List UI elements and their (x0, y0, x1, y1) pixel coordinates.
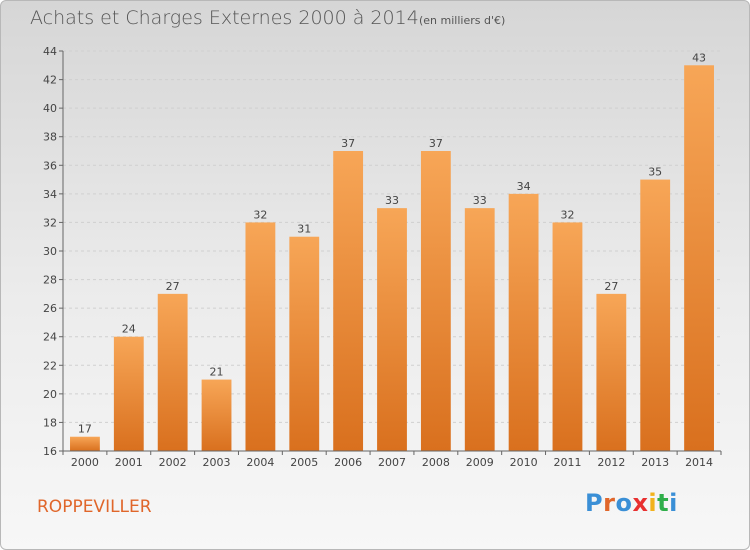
chart-title: Achats et Charges Externes 2000 à 2014 (30, 7, 419, 29)
bar-2004[interactable] (245, 222, 276, 451)
x-tick-label: 2006 (334, 456, 362, 469)
logo-letter: i (648, 489, 658, 517)
y-tick-label: 42 (43, 74, 57, 87)
value-label: 32 (253, 208, 267, 221)
y-tick-label: 40 (43, 102, 57, 115)
bar-2006[interactable] (333, 151, 364, 451)
bar-2002[interactable] (157, 293, 188, 451)
x-tick-label: 2004 (246, 456, 274, 469)
y-tick-label: 38 (43, 131, 57, 144)
value-label: 37 (429, 137, 443, 150)
y-tick-label: 28 (43, 274, 57, 287)
y-tick-label: 22 (43, 359, 57, 372)
y-tick-label: 32 (43, 216, 57, 229)
value-label: 34 (517, 180, 531, 193)
bar-2008[interactable] (420, 151, 451, 451)
bar-2000[interactable] (70, 436, 100, 451)
bar-2011[interactable] (552, 222, 583, 451)
value-label: 35 (648, 166, 662, 179)
town-name: ROPPEVILLER (37, 497, 152, 517)
x-tick-label: 2001 (115, 456, 143, 469)
x-tick-label: 2010 (510, 456, 538, 469)
bars (70, 65, 714, 452)
bar-2010[interactable] (508, 193, 539, 451)
logo-letter: r (603, 489, 616, 517)
bar-2013[interactable] (640, 179, 671, 452)
x-tick-label: 2011 (553, 456, 581, 469)
bar-2014[interactable] (684, 65, 714, 452)
y-tick-label: 34 (43, 188, 57, 201)
x-tick-label: 2012 (597, 456, 625, 469)
value-label: 27 (604, 280, 618, 293)
axes (59, 50, 722, 455)
x-tick-label: 2005 (290, 456, 318, 469)
bar-2007[interactable] (377, 208, 407, 451)
x-tick-label: 2007 (378, 456, 406, 469)
value-label: 31 (297, 223, 311, 236)
bar-2012[interactable] (596, 293, 627, 451)
value-label: 21 (210, 366, 224, 379)
logo-letter: t (657, 489, 670, 517)
value-label: 37 (341, 137, 355, 150)
labels: 16 18 20 22 24 26 28 30 32 34 36 38 40 42 44 17 2000 24 20… (43, 45, 713, 469)
y-tick-label: 26 (43, 302, 57, 315)
y-tick-label: 16 (43, 445, 57, 458)
y-tick-label: 44 (43, 45, 57, 58)
x-tick-label: 2014 (685, 456, 713, 469)
bar-2003[interactable] (201, 379, 232, 451)
value-label: 32 (560, 208, 574, 221)
x-tick-label: 2013 (641, 456, 669, 469)
logo-letter: o (615, 489, 633, 517)
value-label: 27 (166, 280, 180, 293)
value-label: 33 (385, 194, 399, 207)
proxiti-logo[interactable]: Proxiti (585, 489, 678, 517)
bar-2009[interactable] (464, 208, 495, 451)
value-label: 43 (692, 51, 706, 64)
x-tick-label: 2003 (203, 456, 231, 469)
value-label: 33 (473, 194, 487, 207)
y-tick-label: 30 (43, 245, 57, 258)
value-label: 24 (122, 323, 136, 336)
y-tick-label: 24 (43, 331, 57, 344)
x-tick-label: 2000 (71, 456, 99, 469)
x-tick-label: 2002 (159, 456, 187, 469)
bar-2001[interactable] (113, 336, 144, 451)
x-tick-label: 2008 (422, 456, 450, 469)
logo-letter: x (632, 489, 649, 517)
value-label: 17 (78, 423, 92, 436)
bar-2005[interactable] (289, 236, 320, 451)
x-tick-label: 2009 (466, 456, 494, 469)
y-tick-label: 36 (43, 159, 57, 172)
logo-letter: i (669, 489, 678, 517)
logo-letter: P (585, 489, 604, 517)
chart-subtitle: (en milliers d'€) (419, 14, 506, 27)
y-tick-label: 20 (43, 388, 57, 401)
y-tick-label: 18 (43, 416, 57, 429)
